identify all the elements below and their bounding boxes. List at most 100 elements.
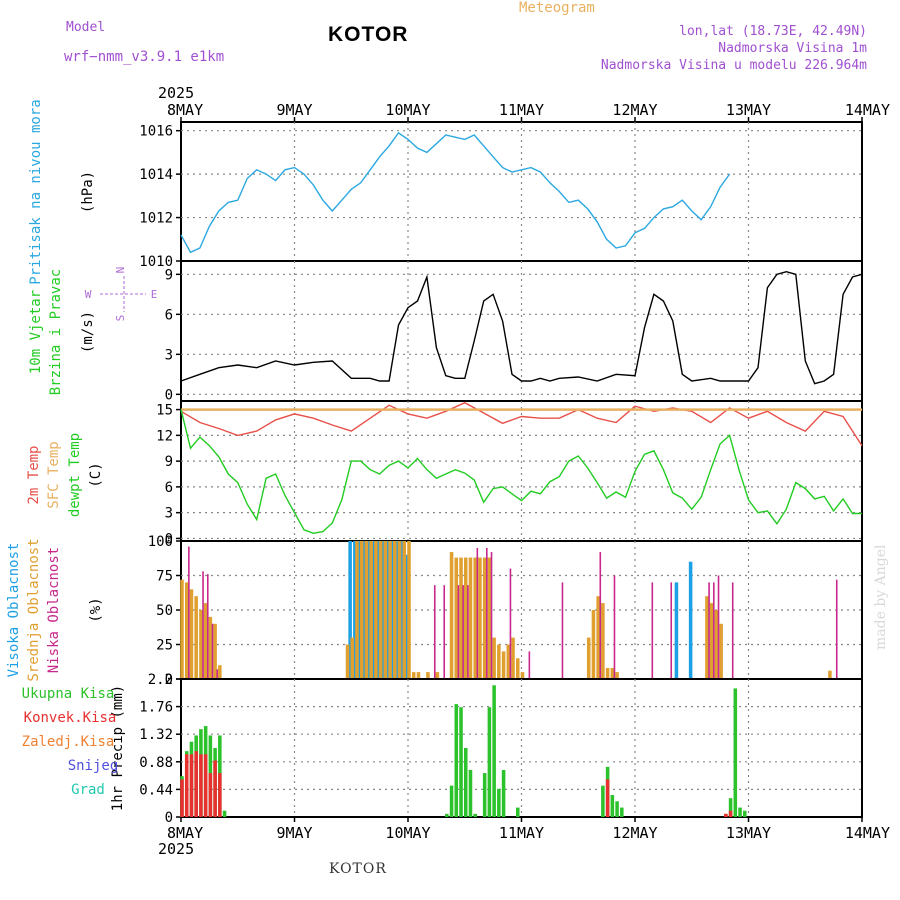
panel-label: (hPa) bbox=[80, 171, 96, 213]
coordinates: lon,lat (18.73E, 42.49N) bbox=[679, 24, 867, 39]
bar bbox=[426, 672, 430, 679]
time-tick-label-top: 14MAY bbox=[845, 101, 890, 119]
bar bbox=[416, 672, 421, 679]
bar bbox=[378, 541, 383, 679]
bar bbox=[733, 688, 738, 817]
panel-label: 1hr Precip (mm) bbox=[110, 685, 126, 811]
bar bbox=[457, 585, 460, 679]
bar bbox=[357, 541, 362, 679]
bar bbox=[371, 541, 376, 679]
bar bbox=[605, 667, 610, 679]
bar bbox=[350, 637, 355, 679]
panel-label: Niska Oblacnost bbox=[46, 547, 62, 673]
year-label-bottom: 2025 bbox=[158, 840, 194, 858]
bar bbox=[709, 603, 714, 679]
bar bbox=[670, 582, 673, 679]
bar bbox=[376, 541, 381, 679]
bar bbox=[449, 552, 454, 679]
bar bbox=[596, 596, 600, 679]
bar bbox=[610, 795, 615, 817]
bar bbox=[206, 574, 209, 679]
bar bbox=[528, 651, 531, 679]
bar bbox=[199, 754, 203, 817]
bar bbox=[208, 616, 213, 679]
y-tick-label: 3 bbox=[165, 506, 173, 522]
y-tick-label: 1014 bbox=[139, 167, 173, 183]
time-tick-label-top: 12MAY bbox=[612, 101, 657, 119]
page-title: KOTOR bbox=[328, 23, 409, 46]
panel-label: Brzina i Pravac bbox=[48, 269, 64, 395]
bar bbox=[487, 707, 492, 817]
series-line bbox=[180, 270, 863, 385]
bar bbox=[731, 582, 734, 679]
bar bbox=[601, 603, 605, 679]
bar bbox=[194, 751, 198, 817]
credit-watermark: made by Angel bbox=[873, 544, 889, 651]
bar bbox=[369, 541, 373, 679]
bar bbox=[674, 582, 679, 679]
model-elevation: Nadmorska Visina u modelu 226.964m bbox=[600, 58, 867, 73]
y-tick-label: 50 bbox=[156, 603, 173, 619]
compass-south: S bbox=[114, 315, 127, 322]
time-tick-label-top: 10MAY bbox=[385, 101, 430, 119]
time-tick-label-top: 11MAY bbox=[499, 101, 544, 119]
bar bbox=[714, 610, 719, 679]
bar bbox=[180, 779, 184, 817]
precip-legend-item: Zaledj.Kisa bbox=[22, 734, 115, 750]
y-tick-label: 6 bbox=[165, 480, 173, 496]
bar bbox=[381, 541, 385, 679]
series-line bbox=[180, 131, 731, 254]
bar bbox=[213, 760, 217, 817]
y-tick-label: 2.2 bbox=[148, 672, 173, 688]
panel-frame-pressure bbox=[180, 121, 863, 262]
bar bbox=[208, 773, 213, 817]
bar bbox=[728, 810, 733, 817]
bar bbox=[184, 582, 189, 679]
time-tick-label-bottom: 10MAY bbox=[385, 824, 430, 842]
bar bbox=[454, 557, 459, 679]
bar bbox=[359, 541, 364, 679]
bar bbox=[476, 547, 479, 679]
bar bbox=[828, 670, 832, 679]
model-name: wrf−nmm_v3.9.1 e1km bbox=[64, 49, 225, 65]
bar bbox=[433, 585, 436, 679]
bar bbox=[180, 579, 184, 679]
bar bbox=[188, 546, 190, 679]
bar bbox=[189, 754, 194, 817]
bar bbox=[511, 637, 515, 679]
bar bbox=[218, 665, 222, 679]
bar bbox=[478, 557, 482, 679]
bar bbox=[509, 568, 512, 679]
bar bbox=[463, 557, 468, 679]
bar bbox=[345, 644, 350, 679]
bar bbox=[719, 623, 723, 679]
bar bbox=[202, 571, 204, 679]
time-tick-label-bottom: 9MAY bbox=[276, 824, 312, 842]
bar bbox=[468, 769, 473, 817]
y-tick-label: 0 bbox=[165, 672, 173, 688]
bar bbox=[216, 669, 219, 679]
bar bbox=[599, 552, 602, 679]
series-line bbox=[180, 401, 863, 447]
bar bbox=[397, 541, 402, 679]
bar bbox=[407, 541, 411, 679]
bar bbox=[203, 754, 208, 817]
bar bbox=[459, 557, 463, 679]
y-tick-label: 1012 bbox=[139, 211, 173, 227]
bar bbox=[463, 748, 468, 817]
bar bbox=[485, 547, 488, 679]
y-tick-label: 6 bbox=[165, 307, 173, 323]
y-tick-label: 0 bbox=[165, 810, 173, 826]
bar bbox=[708, 582, 710, 679]
bar bbox=[222, 810, 227, 817]
bar bbox=[218, 773, 222, 817]
panel-label: dewpt Temp bbox=[67, 433, 83, 517]
bar bbox=[717, 575, 720, 679]
bar bbox=[386, 541, 390, 679]
y-tick-label: 0.88 bbox=[139, 755, 173, 771]
time-tick-label-top: 8MAY bbox=[167, 101, 203, 119]
compass-east: E bbox=[151, 288, 158, 301]
bar bbox=[213, 623, 217, 679]
y-tick-label: 12 bbox=[156, 428, 173, 444]
bar bbox=[501, 651, 506, 679]
